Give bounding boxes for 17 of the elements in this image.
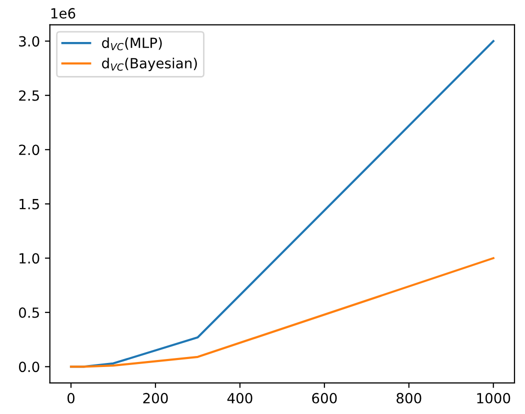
x-tick-label: 200 <box>143 392 168 404</box>
y-tick-label: 1.5 <box>20 199 39 210</box>
x-tick-label: 400 <box>227 392 252 404</box>
x-tick-label: 0 <box>67 392 74 404</box>
y-tick-label: 0.5 <box>18 307 39 318</box>
y-tick-label: 0.0 <box>18 362 40 372</box>
legend-label: d$_{VC}$(MLP) <box>102 37 162 50</box>
line-series <box>70 257 494 368</box>
x-tick-label: 800 <box>396 392 422 404</box>
x-tick-label: 600 <box>312 392 337 404</box>
y-tick-label: 3.0 <box>19 36 40 47</box>
y-tick-label: 2.0 <box>19 144 40 156</box>
y-tick-label: 1.0 <box>20 253 40 264</box>
x-tick-label: 1000 <box>477 392 510 404</box>
legend-label: d$_{VC}$(Bayesian) <box>102 58 197 72</box>
y-tick-label: 2.5 <box>19 90 39 101</box>
text: 1e6 <box>51 8 76 19</box>
